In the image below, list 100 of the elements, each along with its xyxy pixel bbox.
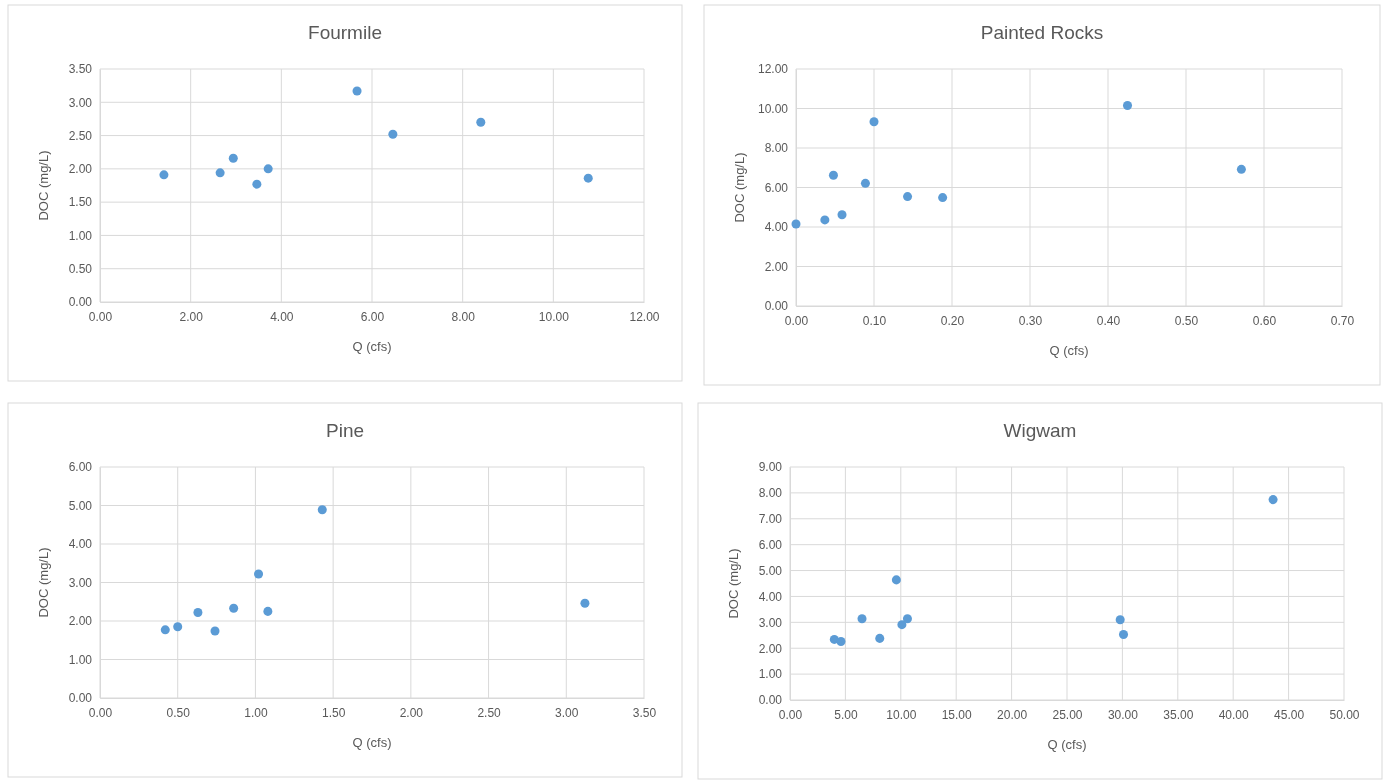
x-tick-label: 5.00 <box>834 707 858 722</box>
y-tick-label: 2.00 <box>758 641 783 656</box>
point <box>1122 101 1133 111</box>
point <box>902 614 912 624</box>
y-tick-label: 0.00 <box>68 295 93 310</box>
x-tick-label: 6.00 <box>360 309 385 324</box>
y-tick-label: 4.00 <box>68 537 93 552</box>
y-tick-label: 5.00 <box>758 563 783 578</box>
point <box>160 625 170 635</box>
x-tick-label: 0.00 <box>88 309 113 324</box>
y-tick-label: 7.00 <box>758 512 783 527</box>
point <box>159 170 169 180</box>
chart-title: Painted Rocks <box>980 22 1104 43</box>
x-tick-label: 3.00 <box>555 705 579 720</box>
x-tick-label: 0.10 <box>862 313 887 328</box>
y-tick-label: 12.00 <box>757 62 789 77</box>
point <box>1115 615 1125 625</box>
point <box>897 620 907 630</box>
y-tick-label: 4.00 <box>758 589 783 604</box>
x-axis-title: Q (cfs) <box>1049 343 1089 358</box>
y-axis-title: DOC (mg/L) <box>36 150 51 221</box>
y-tick-label: 4.00 <box>764 220 789 235</box>
x-tick-label: 0.00 <box>778 707 803 722</box>
y-tick-label: 6.00 <box>758 538 783 553</box>
x-tick-label: 0.40 <box>1096 313 1121 328</box>
y-tick-label: 3.50 <box>68 62 93 77</box>
point <box>857 614 867 624</box>
chart-title: Pine <box>325 420 365 441</box>
x-axis-title: Q (cfs) <box>1047 737 1087 752</box>
point <box>476 117 486 127</box>
y-tick-label: 0.00 <box>758 693 783 708</box>
x-tick-label: 0.00 <box>784 313 809 328</box>
x-tick-label: 10.00 <box>886 707 917 722</box>
point <box>837 210 847 220</box>
x-tick-label: 4.00 <box>270 309 294 324</box>
point <box>352 86 362 96</box>
point <box>828 170 838 180</box>
y-tick-label: 2.50 <box>68 128 93 143</box>
point <box>254 569 264 579</box>
point <box>820 215 830 225</box>
point <box>263 606 273 616</box>
point <box>1268 495 1278 505</box>
point <box>791 219 801 229</box>
point <box>215 168 225 178</box>
x-tick-label: 15.00 <box>941 707 973 722</box>
point <box>388 129 398 139</box>
y-tick-label: 0.00 <box>68 691 93 706</box>
x-tick-label: 0.60 <box>1252 313 1277 328</box>
y-tick-label: 3.00 <box>68 575 93 590</box>
x-axis-title: Q (cfs) <box>352 735 392 750</box>
point <box>583 173 593 183</box>
point <box>869 117 879 127</box>
point <box>875 633 885 643</box>
x-tick-label: 30.00 <box>1107 707 1139 722</box>
y-tick-label: 6.00 <box>68 460 93 475</box>
chart-title: Fourmile <box>308 22 382 43</box>
y-tick-label: 10.00 <box>757 101 789 116</box>
x-tick-label: 0.00 <box>88 705 113 720</box>
y-tick-label: 1.00 <box>68 228 93 243</box>
x-tick-label: 45.00 <box>1274 707 1305 722</box>
point <box>252 179 262 189</box>
x-tick-label: 10.00 <box>538 309 570 324</box>
x-tick-label: 1.00 <box>244 705 268 720</box>
y-tick-label: 8.00 <box>758 486 783 501</box>
y-tick-label: 2.00 <box>764 259 789 274</box>
x-axis-title: Q (cfs) <box>352 339 392 354</box>
x-tick-label: 12.00 <box>629 309 660 324</box>
y-tick-label: 3.00 <box>758 615 783 630</box>
point <box>317 505 327 515</box>
x-tick-label: 2.00 <box>399 705 424 720</box>
x-tick-label: 0.50 <box>1174 313 1199 328</box>
point <box>836 636 846 646</box>
y-tick-label: 2.00 <box>68 614 93 629</box>
x-tick-label: 25.00 <box>1052 707 1083 722</box>
point <box>1236 164 1246 174</box>
y-axis-title: DOC (mg/L) <box>732 152 747 223</box>
y-tick-label: 0.00 <box>764 299 789 314</box>
y-tick-label: 6.00 <box>764 180 789 195</box>
y-axis-title: DOC (mg/L) <box>36 547 51 618</box>
point <box>860 178 870 188</box>
x-tick-label: 0.70 <box>1330 313 1355 328</box>
x-tick-label: 1.50 <box>321 705 346 720</box>
x-tick-label: 35.00 <box>1163 707 1194 722</box>
point <box>193 608 203 618</box>
y-tick-label: 0.50 <box>68 262 93 277</box>
point <box>903 192 913 202</box>
point <box>263 164 273 174</box>
y-tick-label: 3.00 <box>68 95 93 110</box>
point <box>938 193 948 203</box>
x-tick-label: 0.50 <box>166 705 191 720</box>
y-tick-label: 1.00 <box>758 667 783 682</box>
x-tick-label: 2.50 <box>477 705 502 720</box>
y-tick-label: 2.00 <box>68 162 93 177</box>
point <box>1118 630 1129 640</box>
y-tick-label: 1.00 <box>68 652 93 667</box>
y-axis-title: DOC (mg/L) <box>726 548 741 619</box>
x-tick-label: 2.00 <box>179 309 204 324</box>
y-tick-label: 5.00 <box>68 498 93 513</box>
x-tick-label: 0.30 <box>1018 313 1043 328</box>
point <box>210 626 220 636</box>
